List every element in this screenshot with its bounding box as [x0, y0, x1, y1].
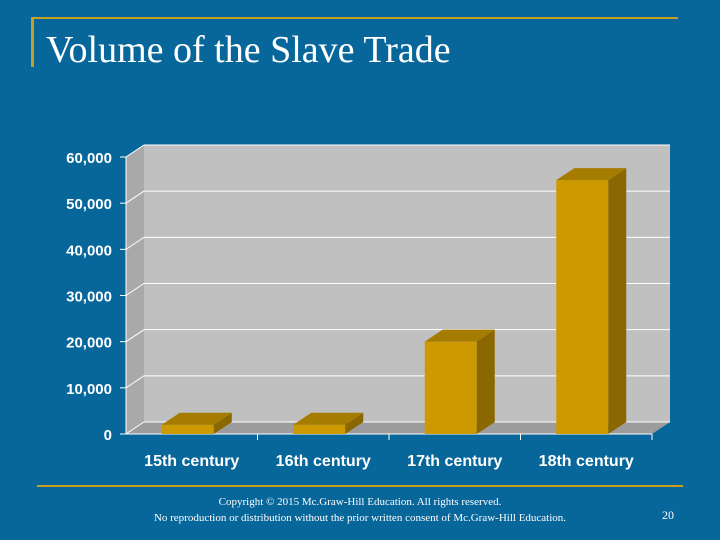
bar-chart: 0 10,000 20,000 30,000 40,000 50,000 60,000 15t…: [66, 144, 670, 470]
bar: [161, 424, 214, 434]
bar-side: [213, 412, 232, 434]
x-tick-label: 17th century: [407, 453, 502, 470]
bar-top: [161, 412, 232, 425]
bar-top: [293, 412, 364, 425]
bottom-accent-rule: [37, 485, 683, 487]
y-tick-label: 0: [104, 427, 112, 444]
y-tick-label: 30,000: [66, 289, 112, 306]
copyright-notice: Copyright © 2015 Mc.Graw-Hill Education.…: [120, 494, 600, 526]
bar-top: [424, 329, 495, 342]
slide-title: Volume of the Slave Trade: [46, 29, 451, 71]
x-tick-label: 16th century: [276, 453, 371, 470]
left-accent-rule: [31, 17, 34, 67]
gridline: [125, 283, 670, 296]
y-tick-label: 20,000: [66, 335, 112, 352]
copyright-line-1: Copyright © 2015 Mc.Graw-Hill Education.…: [218, 496, 502, 508]
page-number: 20: [662, 508, 674, 522]
bar-side: [608, 168, 627, 435]
x-tick-label: 15th century: [144, 453, 239, 470]
top-accent-rule: [31, 17, 678, 19]
bar-side: [345, 412, 364, 434]
plot-floor: [126, 422, 670, 434]
bar: [424, 341, 477, 434]
gridline: [125, 236, 670, 250]
bar: [556, 180, 609, 434]
y-tick-label: 40,000: [66, 242, 112, 259]
bar: [293, 424, 346, 434]
copyright-line-2: No reproduction or distribution without …: [153, 512, 567, 524]
y-tick-label: 50,000: [66, 196, 112, 213]
gridline: [125, 190, 670, 204]
bar-side: [476, 329, 495, 434]
y-tick-label: 60,000: [66, 150, 112, 167]
gridline: [125, 144, 670, 158]
y-tick-label: 10,000: [66, 381, 112, 398]
x-tick-label: 18th century: [539, 453, 634, 470]
bar-top: [556, 168, 627, 181]
